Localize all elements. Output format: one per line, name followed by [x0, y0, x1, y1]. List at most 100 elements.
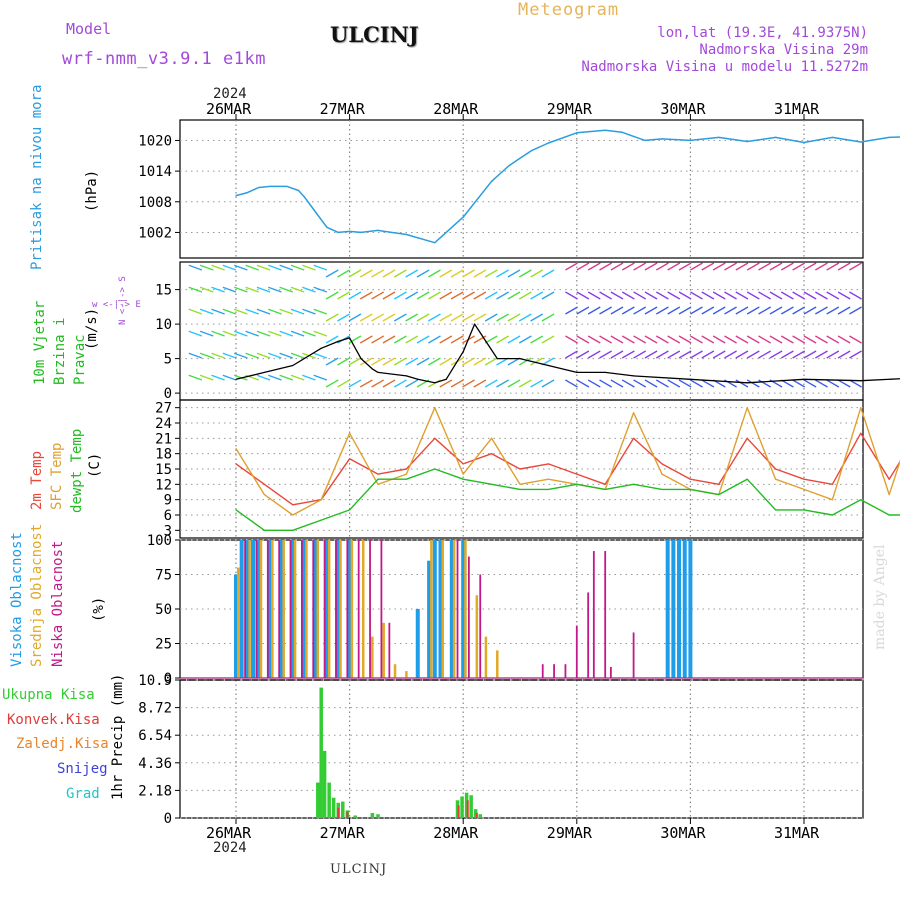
wind-arrow	[587, 306, 601, 315]
y-tick-label: 12	[155, 477, 172, 493]
wind-arrow	[268, 374, 282, 381]
sfc_temp-line-point	[888, 493, 890, 496]
temp2m-line-point	[888, 478, 890, 480]
model-elevation-label: Nadmorska Visina u modelu 11.5272m	[581, 59, 868, 75]
wind-arrow	[576, 291, 590, 300]
mid_cloud-bar	[248, 540, 251, 678]
sfc_temp-line-point	[320, 499, 322, 501]
wind-arrow	[826, 350, 840, 359]
day-label-top: 26MAR	[206, 100, 252, 118]
wind-arrow	[633, 306, 647, 315]
sfc_temp-line-point	[491, 437, 493, 439]
temp2m-line-point	[349, 458, 351, 460]
low_cloud-bar	[541, 664, 544, 678]
wind-arrow	[826, 379, 840, 388]
wind-speed-line-point	[519, 358, 521, 360]
wind-arrow	[518, 379, 532, 388]
pressure-line-point	[462, 216, 464, 218]
wind-arrow	[222, 352, 237, 359]
wind-arrow	[678, 379, 692, 388]
wind-arrow	[667, 335, 681, 344]
wind-arrow	[815, 291, 828, 300]
high_cloud-bar	[256, 540, 261, 678]
pressure-line-point	[530, 150, 532, 152]
wind-arrow	[188, 330, 203, 337]
wind-arrow	[428, 335, 441, 344]
wind-arrow	[416, 291, 430, 300]
wind-arrow	[599, 291, 612, 300]
wind-arrow	[211, 286, 225, 293]
wind-arrow	[701, 335, 715, 344]
wind-arrow	[439, 357, 453, 366]
wind-arrow	[655, 335, 669, 344]
wind-arrow	[565, 291, 578, 300]
conv-precip-title: Konvek.Kisa	[7, 712, 100, 728]
temp2m-line-point	[576, 473, 578, 475]
y-tick-label: 6	[164, 508, 172, 524]
wind-arrow	[450, 291, 464, 300]
wind-arrow	[701, 350, 715, 359]
wind-arrow	[348, 357, 362, 366]
wind-arrow	[233, 286, 248, 293]
wind-arrow	[746, 350, 760, 359]
pressure-line-point	[246, 191, 248, 194]
wind-arrow	[780, 306, 794, 315]
wind-arrow	[405, 313, 419, 322]
sfc_temp-line-point	[462, 473, 464, 475]
wind-arrow	[279, 330, 294, 337]
y-tick-label: 0	[164, 811, 172, 827]
y-tick-label: 4.36	[138, 756, 172, 772]
wind-arrow	[633, 350, 647, 359]
sfc_temp-line-point	[661, 473, 663, 475]
low_cloud-bar	[604, 551, 607, 678]
wind-arrow	[428, 269, 441, 278]
temp2m-line-point	[405, 468, 407, 470]
dewpoint-line-point	[604, 488, 606, 491]
total_precip-bar	[353, 815, 358, 818]
wind-arrow	[313, 330, 328, 337]
temp2m-line-point	[547, 463, 550, 465]
panel-frame	[179, 119, 864, 259]
mid_cloud-bar	[350, 540, 354, 678]
wind-arrow	[837, 306, 851, 315]
wind-arrow	[803, 379, 817, 388]
meteogram-title: Meteogram	[518, 0, 620, 20]
wind-arrow	[655, 262, 669, 271]
temp2m-line-point	[775, 468, 777, 470]
wind-arrow	[382, 379, 396, 388]
conv_precip-bar	[346, 811, 349, 818]
pressure-line-point	[297, 189, 300, 192]
y-tick-label: 24	[155, 416, 172, 432]
dewpoint-line-point	[292, 529, 294, 531]
wind-arrow	[758, 335, 772, 344]
mid_cloud-bar	[475, 595, 479, 678]
sfc_temp-line-point	[803, 488, 805, 491]
lonlat-label: lon,lat (19.3E, 41.9375N)	[657, 25, 868, 41]
wind-arrow	[565, 379, 578, 388]
mid_cloud-bar	[339, 540, 342, 678]
sfc_temp-line-point	[519, 483, 521, 485]
wind-arrow	[245, 264, 259, 271]
low_cloud-bar	[369, 540, 371, 678]
high_cloud-bar	[415, 609, 420, 678]
temp2m-line-point	[718, 483, 720, 485]
wind-arrow	[245, 286, 259, 293]
wind-arrow	[735, 379, 749, 388]
sfc_temp-line-point	[831, 499, 834, 501]
year-bottom: 2024	[213, 840, 247, 856]
wind-arrow	[507, 269, 521, 278]
wind-arrow	[371, 269, 385, 278]
total_precip-bar	[319, 687, 323, 818]
wind-arrow	[849, 262, 862, 271]
wind-arrow	[313, 286, 328, 293]
pressure-line-point	[604, 129, 606, 131]
wind-arrow	[815, 335, 828, 344]
wind-arrow	[758, 350, 772, 359]
total_precip-bar	[331, 797, 336, 818]
y-tick-label: 1020	[138, 133, 172, 149]
wind-arrow	[746, 335, 760, 344]
wind-arrow	[359, 357, 373, 366]
station-title: ULCINJ	[330, 22, 419, 47]
total-precip-title: Ukupna Kisa	[2, 687, 95, 703]
wind-arrow	[279, 264, 294, 271]
